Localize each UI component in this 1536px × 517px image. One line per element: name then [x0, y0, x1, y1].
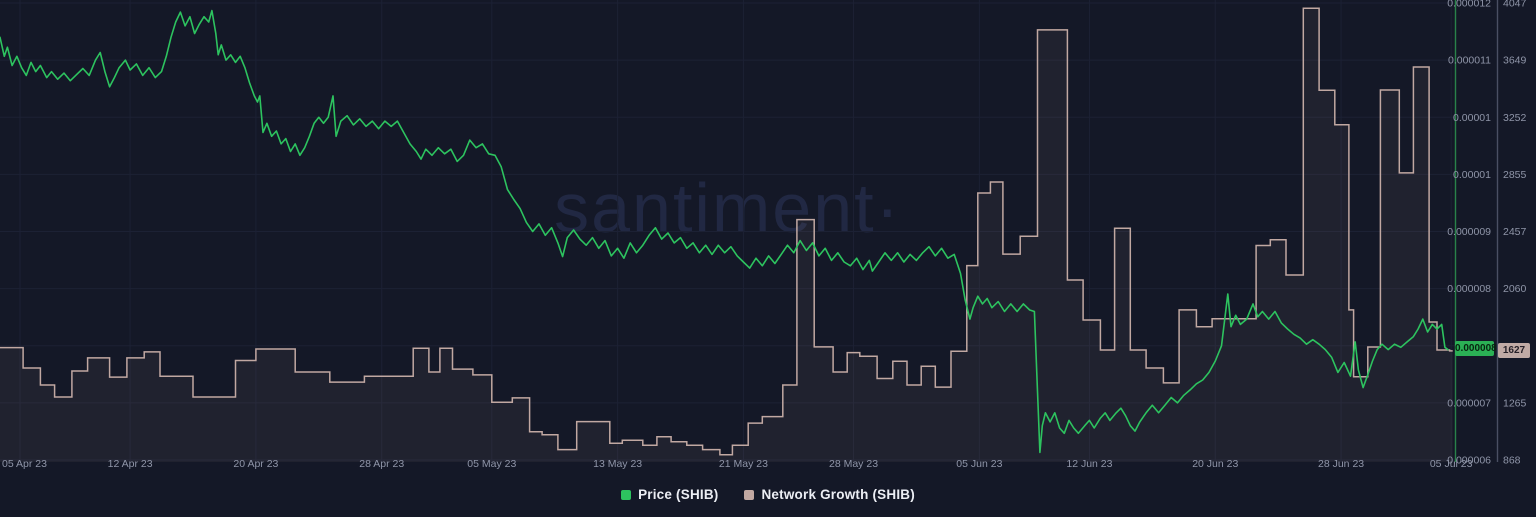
price-series-swatch-icon	[621, 489, 632, 500]
svg-text:0.000007: 0.000007	[1447, 397, 1491, 409]
svg-text:28 Apr 23: 28 Apr 23	[359, 458, 404, 470]
svg-text:0.000012: 0.000012	[1447, 0, 1491, 10]
svg-text:05 Apr 23: 05 Apr 23	[2, 458, 47, 470]
svg-text:0.000008: 0.000008	[1447, 283, 1491, 295]
price-series-label: Price (SHIB)	[638, 487, 719, 502]
svg-text:0.000011: 0.000011	[1448, 55, 1491, 67]
svg-text:0.00001: 0.00001	[1453, 112, 1491, 124]
legend-item-network-growth[interactable]: Network Growth (SHIB)	[744, 487, 915, 502]
svg-text:05 Jul 23: 05 Jul 23	[1430, 458, 1473, 470]
legend-item-price[interactable]: Price (SHIB)	[621, 487, 718, 502]
svg-text:28 May 23: 28 May 23	[829, 458, 878, 470]
current-network-growth-badge: 1627	[1498, 343, 1530, 359]
network-growth-series-swatch-icon	[744, 489, 755, 500]
svg-text:0.000006: 0.000006	[1447, 455, 1491, 467]
svg-text:12 Jun 23: 12 Jun 23	[1066, 458, 1112, 470]
svg-text:20 Apr 23: 20 Apr 23	[233, 458, 278, 470]
svg-text:2855: 2855	[1503, 169, 1527, 181]
svg-text:12 Apr 23: 12 Apr 23	[108, 458, 153, 470]
network-growth-series-label: Network Growth (SHIB)	[761, 487, 915, 502]
svg-text:20 Jun 23: 20 Jun 23	[1192, 458, 1238, 470]
svg-text:2060: 2060	[1503, 283, 1527, 295]
svg-text:05 May 23: 05 May 23	[467, 458, 516, 470]
svg-text:13 May 23: 13 May 23	[593, 458, 642, 470]
svg-text:3252: 3252	[1503, 112, 1527, 124]
legend: Price (SHIB) Network Growth (SHIB)	[0, 487, 1536, 502]
svg-text:1265: 1265	[1503, 397, 1527, 409]
svg-text:0.000009: 0.000009	[1447, 226, 1491, 238]
svg-text:868: 868	[1503, 455, 1521, 467]
svg-text:0.00001: 0.00001	[1453, 169, 1491, 181]
svg-text:28 Jun 23: 28 Jun 23	[1318, 458, 1364, 470]
svg-text:05 Jun 23: 05 Jun 23	[956, 458, 1002, 470]
chart-plot-area[interactable]: 0.000012 0.000011 0.00001 0.00001 0.000009 0.…	[0, 0, 1536, 485]
svg-text:2457: 2457	[1503, 226, 1527, 238]
current-price-badge: 0.000008	[1455, 340, 1497, 356]
svg-text:21 May 23: 21 May 23	[719, 458, 768, 470]
svg-text:4047: 4047	[1503, 0, 1527, 10]
svg-text:3649: 3649	[1503, 55, 1527, 67]
